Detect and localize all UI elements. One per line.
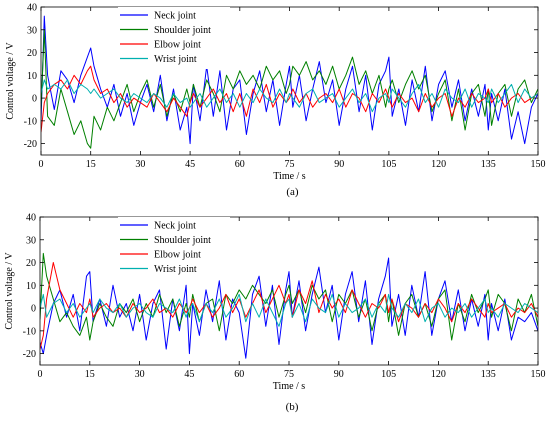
y-tick-label: 10 — [27, 71, 37, 82]
x-tick-label: 135 — [481, 369, 496, 380]
x-tick-label: 90 — [334, 159, 344, 170]
x-tick-label: 60 — [235, 159, 245, 170]
y-tick-label: 10 — [26, 281, 36, 292]
x-tick-label: 150 — [531, 369, 546, 380]
x-tick-label: 105 — [381, 159, 396, 170]
x-tick-label: 30 — [135, 369, 145, 380]
series-line-wrist-joint — [40, 293, 538, 327]
x-tick-label: 15 — [85, 369, 95, 380]
x-tick-label: 75 — [285, 159, 295, 170]
x-tick-label: 30 — [135, 159, 145, 170]
legend-entry: Wrist joint — [154, 264, 197, 275]
series-line-elbow-joint — [40, 262, 538, 350]
panel-label: (b) — [286, 401, 299, 413]
chart-panel-a: 0 15 30 45 60 75 90 105 120 135 150 -20 -10 0 10 20 30 40… — [5, 3, 546, 199]
legend-entry: Wrist joint — [154, 54, 197, 65]
legend-entry: Shoulder joint — [154, 25, 211, 36]
x-tick-label: 45 — [185, 159, 195, 170]
y-tick-label: 0 — [31, 304, 36, 315]
y-tick-label: 30 — [26, 235, 36, 246]
series-line-elbow-joint — [41, 65, 538, 133]
x-tick-label: 45 — [184, 369, 194, 380]
x-tick-label: 150 — [531, 159, 546, 170]
x-tick-label: 15 — [86, 159, 96, 170]
legend: Neck joint Shoulder joint Elbow joint Wrist… — [118, 7, 230, 69]
x-tick-label: 75 — [284, 369, 294, 380]
y-tick-label: 20 — [26, 258, 36, 269]
x-tick-label: 135 — [481, 159, 496, 170]
series-line-shoulder-joint — [41, 29, 538, 149]
y-tick-label: -10 — [23, 326, 36, 337]
x-axis-label: Time / s — [273, 171, 306, 182]
x-axis-label: Time / s — [273, 381, 306, 392]
y-tick-label: 40 — [26, 213, 36, 224]
legend-entry: Neck joint — [154, 221, 196, 232]
legend-entry: Neck joint — [154, 11, 196, 22]
panel-label: (a) — [286, 186, 299, 198]
y-tick-label: -20 — [23, 349, 36, 360]
x-tick-label: 90 — [334, 369, 344, 380]
x-tick-label: 105 — [381, 369, 396, 380]
legend-entry: Elbow joint — [154, 40, 201, 51]
legend-entry: Elbow joint — [154, 250, 201, 261]
legend: Neck joint Shoulder joint Elbow joint Wrist… — [118, 217, 230, 279]
y-tick-label: -20 — [24, 139, 37, 150]
series-line-wrist-joint — [41, 79, 538, 113]
y-tick-label: 20 — [27, 48, 37, 59]
x-tick-label: 0 — [39, 159, 44, 170]
x-tick-label: 60 — [234, 369, 244, 380]
series-line-neck-joint — [40, 257, 538, 359]
y-axis-label: Control voltage / V — [4, 252, 15, 330]
series-line-shoulder-joint — [40, 252, 538, 341]
y-axis-label: Control voltage / V — [5, 42, 16, 120]
x-tick-label: 0 — [38, 369, 43, 380]
y-tick-label: -10 — [24, 116, 37, 127]
y-tick-label: 0 — [32, 94, 37, 105]
x-tick-label: 120 — [431, 369, 446, 380]
series-line-neck-joint — [41, 15, 538, 145]
chart-panel-b: 0 15 30 45 60 75 90 105 120 135 150 -20 -10 0 10 20 30 40… — [4, 213, 546, 414]
y-tick-label: 30 — [27, 25, 37, 36]
x-tick-label: 120 — [431, 159, 446, 170]
legend-entry: Shoulder joint — [154, 235, 211, 246]
y-tick-label: 40 — [27, 3, 37, 14]
